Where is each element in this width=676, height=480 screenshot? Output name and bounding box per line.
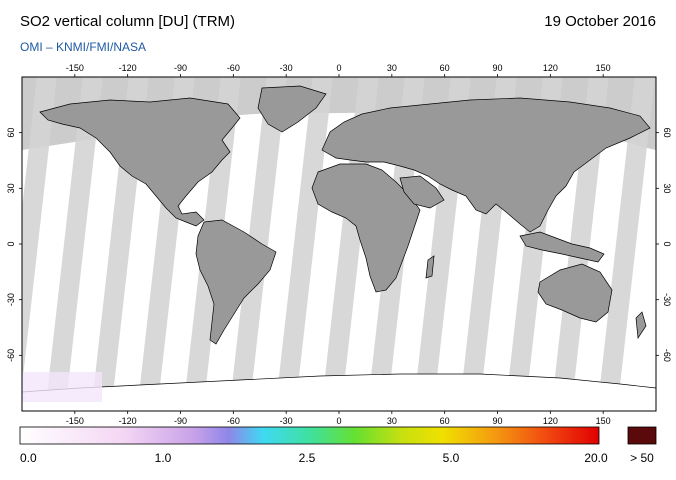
lon-label-top: -120 bbox=[119, 63, 137, 73]
swath-stripe bbox=[597, 77, 655, 411]
colorbar-label-2: 2.5 bbox=[298, 451, 316, 465]
madagascar bbox=[425, 255, 435, 279]
lat-label-left: 0 bbox=[6, 241, 16, 246]
swath-stripe bbox=[275, 77, 333, 411]
lon-label-top: -90 bbox=[174, 63, 187, 73]
colorbar-overflow-box bbox=[627, 426, 657, 445]
lat-label-right: 60 bbox=[662, 128, 672, 138]
map-content bbox=[22, 77, 656, 411]
lat-label-right: 0 bbox=[662, 241, 672, 246]
lon-label-bottom: -90 bbox=[174, 416, 187, 426]
colorbar-label-1: 1.0 bbox=[154, 451, 172, 465]
lon-label-top: -30 bbox=[280, 63, 293, 73]
australia bbox=[537, 263, 613, 323]
lon-label-top: 150 bbox=[596, 63, 611, 73]
colorbar-label-3: 5.0 bbox=[442, 451, 460, 465]
lat-label-left: 60 bbox=[6, 128, 16, 138]
lon-label-bottom: -60 bbox=[227, 416, 240, 426]
southeast-asia-islands bbox=[519, 231, 605, 263]
lat-label-right: 30 bbox=[662, 183, 672, 193]
lat-label-left: -30 bbox=[6, 293, 16, 306]
latitude-ticks-left: 60 30 0 -30 -60 bbox=[6, 128, 22, 362]
lon-label-bottom: 120 bbox=[543, 416, 558, 426]
lon-label-bottom: 150 bbox=[596, 416, 611, 426]
lon-label-bottom: -150 bbox=[66, 416, 84, 426]
swath-stripe bbox=[551, 77, 609, 411]
africa bbox=[311, 163, 421, 293]
lon-label-bottom: -30 bbox=[280, 416, 293, 426]
new-zealand bbox=[635, 311, 647, 340]
data-credit: OMI – KNMI/FMI/NASA bbox=[20, 40, 147, 54]
lon-label-bottom: 0 bbox=[336, 416, 341, 426]
swath-stripe bbox=[22, 77, 57, 386]
longitude-ticks-top: -150 -120 -90 -60 -30 0 30 60 90 120 150 bbox=[66, 63, 611, 77]
longitude-ticks-bottom: -150 -120 -90 -60 -30 0 30 60 90 120 150 bbox=[66, 411, 611, 426]
eurasia bbox=[321, 97, 651, 233]
lat-label-right: -60 bbox=[662, 349, 672, 362]
lon-label-top: 0 bbox=[336, 63, 341, 73]
swath-stripe bbox=[45, 77, 103, 411]
lon-label-bottom: -120 bbox=[119, 416, 137, 426]
lon-label-top: 90 bbox=[492, 63, 502, 73]
lon-label-top: -60 bbox=[227, 63, 240, 73]
lon-label-bottom: 60 bbox=[440, 416, 450, 426]
greenland bbox=[257, 85, 327, 133]
antarctica bbox=[22, 373, 656, 411]
landmasses bbox=[22, 85, 656, 411]
latitude-ticks-right: 60 30 0 -30 -60 bbox=[656, 128, 672, 362]
map-title: SO2 vertical column [DU] (TRM) bbox=[20, 13, 236, 30]
south-america bbox=[195, 219, 277, 345]
lon-label-top: 120 bbox=[543, 63, 558, 73]
north-america bbox=[39, 97, 241, 227]
colorbar-label-0: 0.0 bbox=[20, 451, 37, 465]
lon-label-bottom: 90 bbox=[492, 416, 502, 426]
map-date: 19 October 2016 bbox=[544, 13, 656, 30]
lon-label-top: 60 bbox=[440, 63, 450, 73]
colorbar bbox=[19, 426, 600, 445]
arabia bbox=[399, 175, 445, 209]
lon-label-top: 30 bbox=[387, 63, 397, 73]
lat-label-right: -30 bbox=[662, 293, 672, 306]
lat-label-left: 30 bbox=[6, 183, 16, 193]
lon-label-bottom: 30 bbox=[387, 416, 397, 426]
colorbar-overflow-label: > 50 bbox=[630, 451, 654, 465]
lat-label-left: -60 bbox=[6, 349, 16, 362]
lon-label-top: -150 bbox=[66, 63, 84, 73]
low-value-patch bbox=[22, 372, 102, 402]
colorbar-label-4: 20.0 bbox=[584, 451, 608, 465]
